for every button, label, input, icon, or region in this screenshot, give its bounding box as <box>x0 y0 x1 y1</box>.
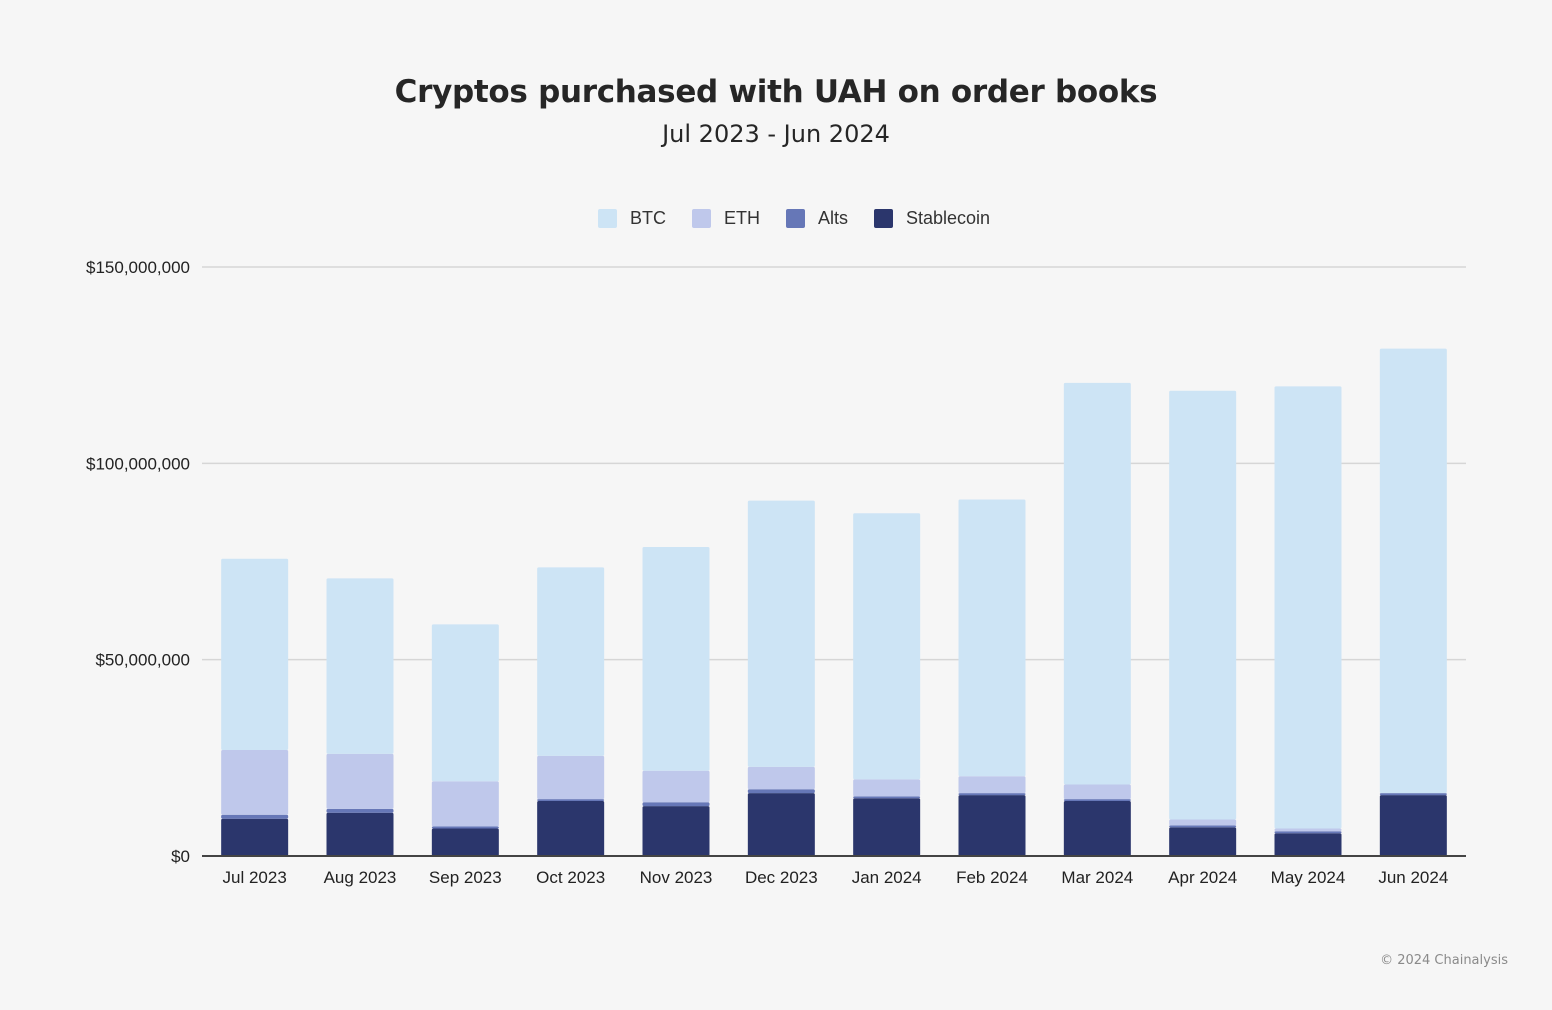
bar-btc-jul-2023 <box>221 558 289 750</box>
bar-stablecoin-nov-2023 <box>642 806 710 856</box>
bar-alts-jan-2024 <box>853 796 921 799</box>
bar-btc-feb-2024 <box>958 499 1026 777</box>
bar-alts-jun-2024 <box>1379 793 1447 796</box>
legend-item-alts[interactable]: Alts <box>785 208 848 229</box>
bar-eth-may-2024 <box>1274 828 1342 832</box>
bar-eth-aug-2023 <box>326 753 394 809</box>
x-tick-label-jan-2024: Jan 2024 <box>852 868 922 887</box>
legend-label-btc: BTC <box>629 208 666 228</box>
bar-btc-sep-2023 <box>431 624 499 782</box>
bar-eth-mar-2024 <box>1063 784 1131 800</box>
legend-label-eth: ETH <box>723 208 760 228</box>
bar-eth-feb-2024 <box>958 776 1026 794</box>
bar-eth-dec-2023 <box>747 766 815 790</box>
bar-stablecoin-dec-2023 <box>747 793 815 856</box>
y-tick-label-3: $150,000,000 <box>86 258 190 277</box>
x-tick-label-sep-2023: Sep 2023 <box>429 868 502 887</box>
bar-eth-jul-2023 <box>221 749 289 815</box>
bar-stablecoin-jul-2023 <box>221 818 289 856</box>
bar-btc-nov-2023 <box>642 546 710 771</box>
legend-item-stablecoin[interactable]: Stablecoin <box>873 208 991 229</box>
legend-swatch-alts <box>785 209 805 228</box>
bar-btc-mar-2024 <box>1063 382 1131 785</box>
y-tick-label-0: $0 <box>171 847 190 866</box>
bar-stablecoin-mar-2024 <box>1063 801 1131 856</box>
bar-btc-jun-2024 <box>1379 348 1447 794</box>
x-tick-label-nov-2023: Nov 2023 <box>640 868 713 887</box>
bar-btc-aug-2023 <box>326 578 394 754</box>
legend-item-btc[interactable]: BTC <box>597 208 666 229</box>
y-tick-label-2: $100,000,000 <box>86 454 190 473</box>
x-tick-label-aug-2023: Aug 2023 <box>324 868 397 887</box>
bar-eth-jan-2024 <box>853 779 921 797</box>
y-tick-label-1: $50,000,000 <box>95 651 190 670</box>
legend-swatch-eth <box>691 209 711 228</box>
x-tick-label-apr-2024: Apr 2024 <box>1168 868 1237 887</box>
x-tick-label-jul-2023: Jul 2023 <box>223 868 287 887</box>
bar-stacks <box>221 348 1447 856</box>
bar-stablecoin-aug-2023 <box>326 812 394 856</box>
bar-eth-nov-2023 <box>642 770 710 803</box>
grid-lines <box>202 266 1466 661</box>
legend-item-eth[interactable]: ETH <box>691 208 760 229</box>
bar-alts-oct-2023 <box>537 799 605 802</box>
x-tick-label-mar-2024: Mar 2024 <box>1061 868 1133 887</box>
bar-stablecoin-jan-2024 <box>853 798 921 856</box>
bar-btc-may-2024 <box>1274 386 1342 829</box>
legend-label-alts: Alts <box>817 208 848 228</box>
bar-eth-sep-2023 <box>431 781 499 827</box>
bar-stablecoin-sep-2023 <box>431 828 499 856</box>
bar-alts-sep-2023 <box>431 826 499 829</box>
legend-swatch-btc <box>597 209 617 228</box>
bar-alts-jul-2023 <box>221 814 289 819</box>
bar-btc-oct-2023 <box>537 567 605 756</box>
bar-alts-may-2024 <box>1274 831 1342 834</box>
legend-label-stablecoin: Stablecoin <box>905 208 991 228</box>
bar-btc-jan-2024 <box>853 513 921 780</box>
bar-stablecoin-oct-2023 <box>537 801 605 856</box>
bar-btc-apr-2024 <box>1169 390 1237 820</box>
bar-eth-apr-2024 <box>1169 819 1237 826</box>
x-tick-label-dec-2023: Dec 2023 <box>745 868 818 887</box>
x-tick-label-oct-2023: Oct 2023 <box>536 868 605 887</box>
bar-stablecoin-jun-2024 <box>1379 795 1447 856</box>
legend-swatch-stablecoin <box>873 209 893 228</box>
bar-eth-oct-2023 <box>537 755 605 800</box>
bar-btc-dec-2023 <box>747 500 815 767</box>
chart-legend: BTC ETH Alts Stablecoin <box>0 208 1552 229</box>
x-tick-label-may-2024: May 2024 <box>1271 868 1346 887</box>
chart-subtitle: Jul 2023 - Jun 2024 <box>662 120 890 148</box>
bar-alts-aug-2023 <box>326 808 394 813</box>
bar-alts-feb-2024 <box>958 793 1026 796</box>
x-tick-label-feb-2024: Feb 2024 <box>956 868 1028 887</box>
bar-alts-dec-2023 <box>747 789 815 794</box>
bar-alts-apr-2024 <box>1169 825 1237 828</box>
bar-alts-mar-2024 <box>1063 799 1131 802</box>
axes: $0 $50,000,000 $100,000,000 $150,000,000 Jul… <box>86 258 1466 887</box>
x-tick-label-jun-2024: Jun 2024 <box>1378 868 1448 887</box>
bar-alts-nov-2023 <box>642 802 710 807</box>
bar-stablecoin-may-2024 <box>1274 833 1342 856</box>
chart-title: Cryptos purchased with UAH on order book… <box>394 74 1158 110</box>
bar-stablecoin-feb-2024 <box>958 795 1026 856</box>
bar-stablecoin-apr-2024 <box>1169 827 1237 856</box>
copyright-text: © 2024 Chainalysis <box>1380 953 1508 968</box>
